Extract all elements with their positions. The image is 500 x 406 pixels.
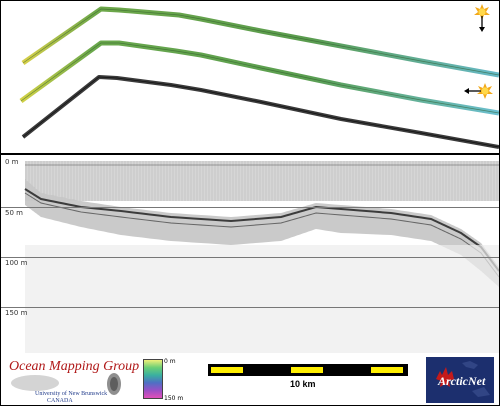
depth-gridline-100 (1, 257, 499, 258)
omg-logo-graphic (11, 373, 121, 395)
omg-university: University of New Brunswick (35, 391, 108, 397)
footer-bar: Ocean Mapping Group University of New Br… (1, 353, 499, 405)
omg-title: Ocean Mapping Group (9, 359, 140, 374)
maple-leaf-icon (436, 361, 490, 397)
colorbar-min-label: 0 m (164, 358, 176, 365)
depth-colorbar (143, 359, 163, 399)
depth-label-0: 0 m (5, 158, 19, 166)
nav-track-gray (21, 75, 499, 149)
sun-with-left-arrow-icon (464, 83, 493, 99)
ocean-mapping-group-logo: Ocean Mapping Group University of New Br… (1, 353, 140, 405)
profile-image (24, 161, 499, 353)
scale-bar (208, 364, 408, 376)
depth-label-150: 150 m (5, 309, 28, 317)
colorbar-max-label: 150 m (164, 395, 184, 402)
track-view (19, 4, 499, 149)
arcticnet-text: ArcticNet (438, 374, 486, 388)
arcticnet-logo: ArcticNet (426, 357, 494, 403)
track-perspective-panel (1, 1, 499, 153)
subbottom-profile-panel: 0 m 50 m 100 m 150 m (1, 155, 499, 353)
depth-label-100: 100 m (5, 259, 28, 267)
scale-bar-label: 10 km (290, 379, 316, 389)
depth-gridline-50 (1, 207, 499, 208)
sun-with-down-arrow-icon (474, 4, 490, 32)
omg-country: CANADA (47, 398, 73, 404)
depth-gridline-150 (1, 307, 499, 308)
depth-label-50: 50 m (5, 209, 23, 217)
panel-divider (1, 153, 499, 155)
swath-track-upper (21, 6, 499, 78)
